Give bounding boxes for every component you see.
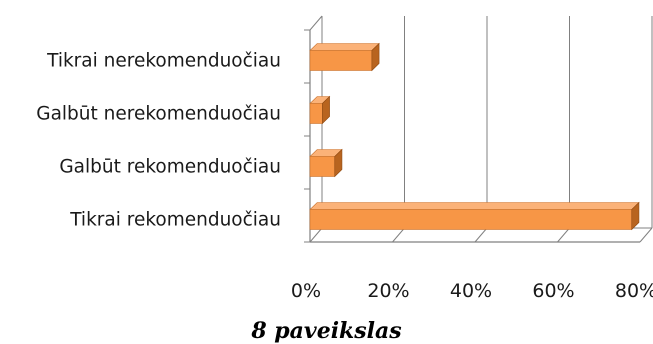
floor-gridline [309, 227, 323, 243]
chart-bars [309, 42, 640, 231]
bar-front-face [309, 103, 323, 124]
category-label: Galbūt nerekomenduočiau [36, 104, 281, 125]
floor-gridline [557, 227, 570, 243]
category-label: Tikrai rekomenduočiau [69, 210, 281, 231]
bar-0 [309, 42, 380, 72]
x-tick-label: 80% [615, 280, 653, 302]
bar-end-face [631, 201, 640, 231]
x-tick-label: 20% [367, 280, 409, 302]
bar-1 [309, 95, 331, 125]
bar-end-face [371, 42, 380, 72]
floor-gridline [474, 227, 488, 243]
bar-3 [309, 201, 640, 231]
category-labels: Tikrai nerekomenduočiau Galbūt nerekomend… [36, 51, 281, 231]
x-tick-label: 0% [291, 280, 321, 302]
category-label: Galbūt rekomenduočiau [59, 157, 281, 178]
y-axis-top-edge [309, 15, 323, 31]
bar-end-face [334, 148, 343, 178]
floor-gridline [392, 227, 405, 243]
bar-top-face [309, 43, 380, 51]
x-tick-labels: 0% 20% 40% 60% 80% [291, 280, 653, 302]
x-tick-label: 40% [450, 280, 492, 302]
x-tick-label: 60% [532, 280, 574, 302]
bar-front-face [309, 156, 336, 177]
bar-front-face [309, 50, 373, 71]
bar-end-face [322, 95, 330, 125]
bar-top-face [309, 202, 640, 210]
figure-caption: 8 paveikslas [251, 318, 402, 344]
bar-front-face [309, 209, 633, 230]
category-label: Tikrai nerekomenduočiau [46, 51, 281, 72]
floor-gridline [639, 227, 653, 243]
bar-2 [309, 148, 343, 178]
